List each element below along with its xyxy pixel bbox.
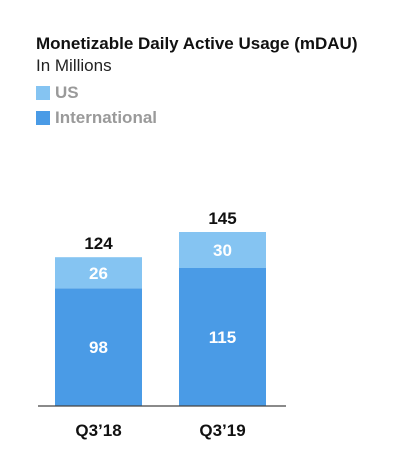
legend-swatch-international — [36, 111, 50, 125]
bar-total-label: 124 — [84, 234, 113, 253]
bar-segment-international — [179, 268, 266, 406]
chart-subtitle: In Millions — [36, 56, 112, 75]
x-tick-label: Q3’19 — [199, 421, 245, 440]
legend-item-international: International — [36, 107, 157, 129]
bar-segment-us — [55, 257, 142, 289]
data-label-international: 115 — [209, 328, 236, 347]
chart-title: Monetizable Daily Active Usage (mDAU) — [36, 34, 358, 53]
data-label-international: 98 — [89, 338, 108, 357]
legend-swatch-us — [36, 86, 50, 100]
legend-label-us: US — [55, 83, 79, 102]
chart-legend: US International — [36, 82, 157, 132]
data-label-us: 26 — [89, 264, 108, 283]
legend-item-us: US — [36, 82, 157, 104]
bar-total-label: 145 — [208, 209, 236, 228]
legend-label-international: International — [55, 108, 158, 127]
x-tick-label: Q3’18 — [75, 421, 121, 440]
data-label-us: 30 — [213, 241, 232, 260]
bar-segment-us — [179, 232, 266, 268]
bar-segment-international — [55, 288, 142, 406]
